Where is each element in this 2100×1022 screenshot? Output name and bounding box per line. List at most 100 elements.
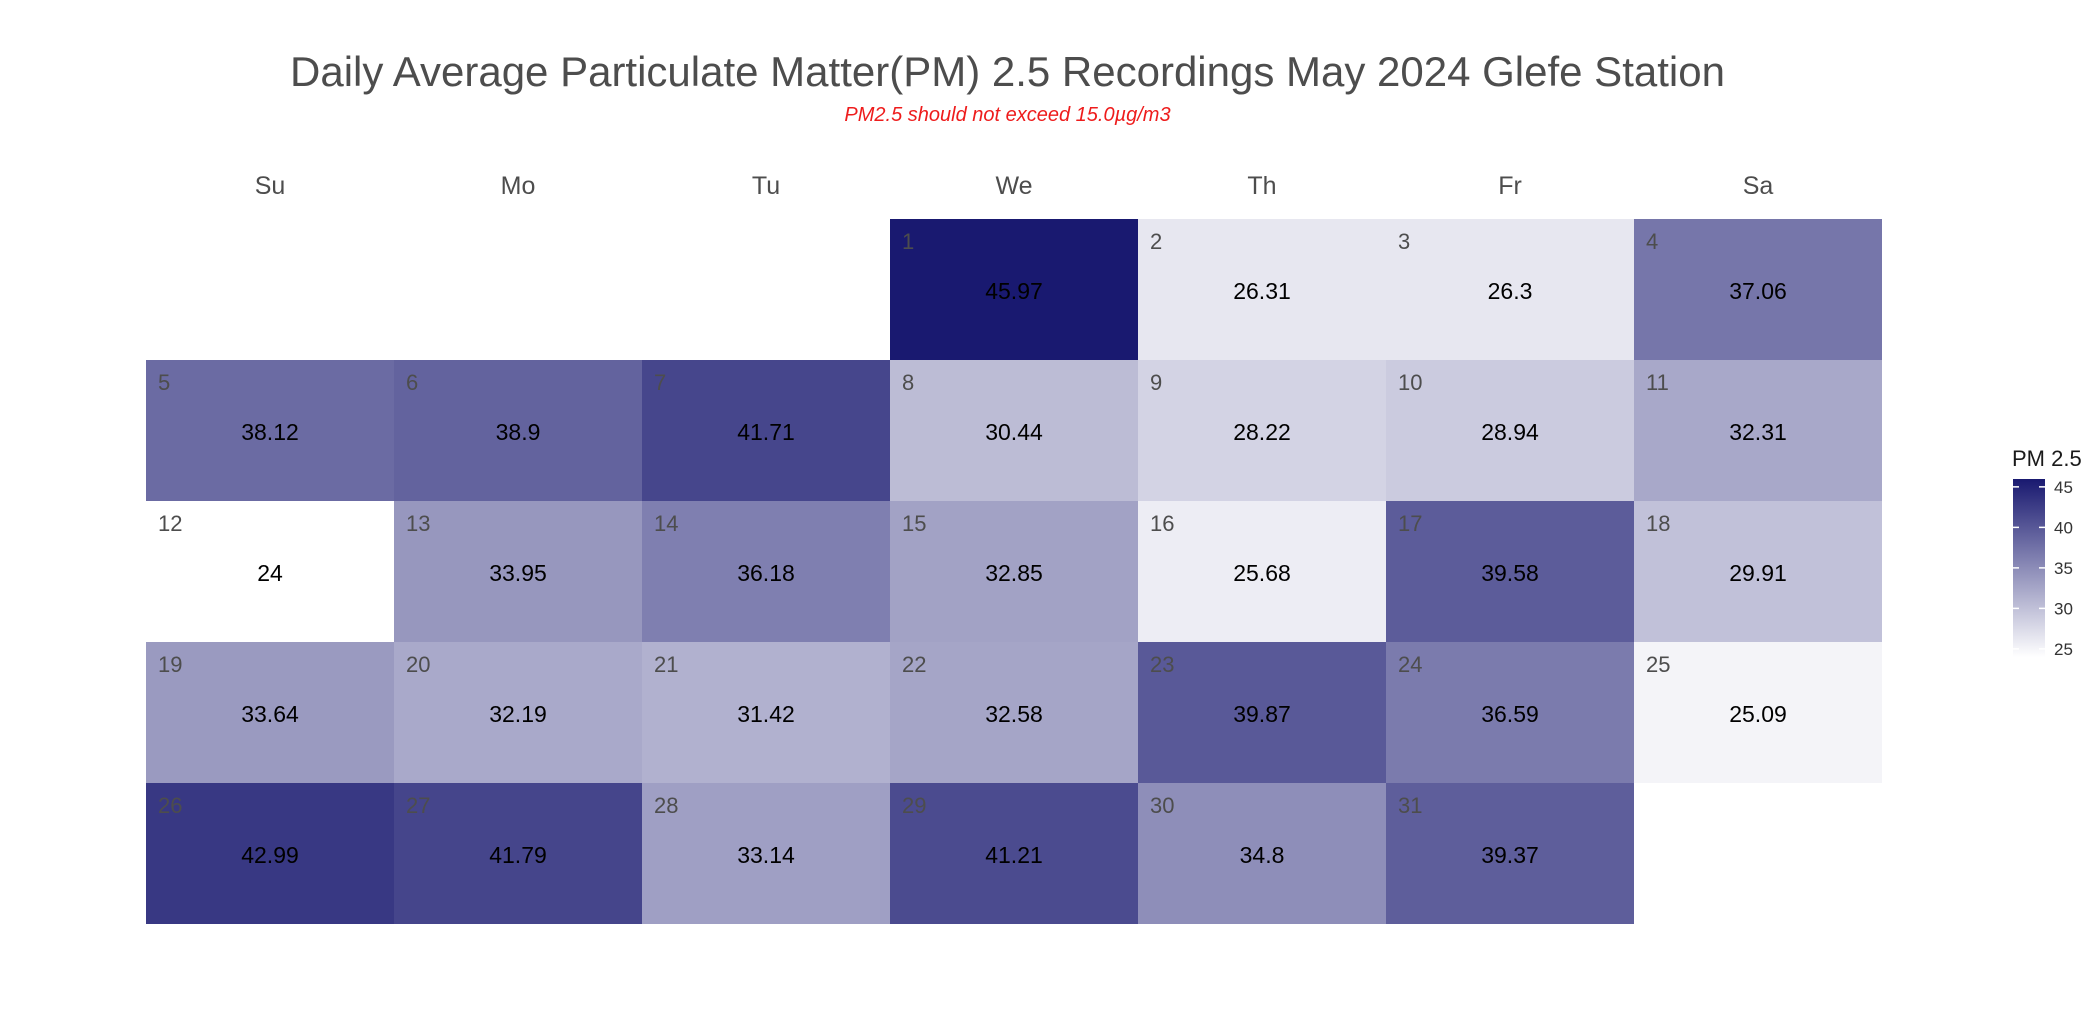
day-value: 26.3 bbox=[1488, 278, 1533, 304]
day-number: 31 bbox=[1398, 793, 1422, 818]
day-cell-fill bbox=[394, 360, 642, 501]
day-value: 33.95 bbox=[489, 560, 547, 586]
weekday-label-mo: Mo bbox=[501, 172, 536, 200]
day-value: 45.97 bbox=[985, 278, 1043, 304]
weekday-label-th: Th bbox=[1247, 172, 1276, 200]
day-cell-fill bbox=[146, 360, 394, 501]
day-cell: 13 33.95 bbox=[394, 501, 642, 642]
day-cell: 21 31.42 bbox=[642, 642, 890, 783]
day-value: 36.18 bbox=[737, 560, 795, 586]
weekday-label-tu: Tu bbox=[752, 172, 780, 200]
day-cell: 23 39.87 bbox=[1138, 642, 1386, 783]
day-value: 39.58 bbox=[1481, 560, 1539, 586]
day-cell-fill bbox=[394, 783, 642, 924]
day-cell: 29 41.21 bbox=[890, 783, 1138, 924]
day-cell: 638.9 bbox=[394, 360, 642, 501]
day-value: 29.91 bbox=[1729, 560, 1787, 586]
day-cell: 20 32.19 bbox=[394, 642, 642, 783]
day-value: 37.06 bbox=[1729, 278, 1787, 304]
day-cell: 28 33.14 bbox=[642, 783, 890, 924]
day-cell-fill bbox=[1634, 501, 1882, 642]
legend: PM 2.5 25 30 35 40 45 bbox=[2012, 446, 2082, 659]
day-cell-fill bbox=[890, 360, 1138, 501]
day-number: 16 bbox=[1150, 511, 1174, 536]
day-value: 26.31 bbox=[1233, 278, 1291, 304]
day-number: 3 bbox=[1398, 229, 1410, 254]
legend-tick-label: 35 bbox=[2054, 559, 2073, 578]
day-cell-fill bbox=[394, 501, 642, 642]
day-cell: 18 29.91 bbox=[1634, 501, 1882, 642]
legend-tick-label: 45 bbox=[2054, 478, 2073, 497]
day-cell: 31 39.37 bbox=[1386, 783, 1634, 924]
day-cell-fill bbox=[1138, 219, 1386, 360]
day-cell-fill bbox=[1138, 360, 1386, 501]
chart-title: Daily Average Particulate Matter(PM) 2.5… bbox=[290, 48, 1725, 95]
day-number: 4 bbox=[1646, 229, 1658, 254]
day-cell-fill bbox=[890, 501, 1138, 642]
legend-ticks: 25 30 35 40 45 bbox=[2013, 478, 2073, 659]
day-value: 33.64 bbox=[241, 701, 299, 727]
day-cell: 19 33.64 bbox=[146, 642, 394, 783]
day-number: 28 bbox=[654, 793, 678, 818]
day-number: 21 bbox=[654, 652, 678, 677]
day-cell: 25 25.09 bbox=[1634, 642, 1882, 783]
day-cell-fill bbox=[146, 783, 394, 924]
day-number: 2 bbox=[1150, 229, 1162, 254]
day-cell-fill bbox=[1634, 219, 1882, 360]
day-value: 32.58 bbox=[985, 701, 1043, 727]
day-number: 19 bbox=[158, 652, 182, 677]
day-cell-fill bbox=[1138, 642, 1386, 783]
day-cell-fill bbox=[1386, 783, 1634, 924]
day-number: 20 bbox=[406, 652, 430, 677]
day-cell: 11 32.31 bbox=[1634, 360, 1882, 501]
day-number: 15 bbox=[902, 511, 926, 536]
day-cell-fill bbox=[1138, 501, 1386, 642]
day-cell-fill bbox=[890, 642, 1138, 783]
day-value: 25.68 bbox=[1233, 560, 1291, 586]
day-value: 32.19 bbox=[489, 701, 547, 727]
day-number: 5 bbox=[158, 370, 170, 395]
legend-title: PM 2.5 bbox=[2012, 446, 2082, 471]
chart-subtitle: PM2.5 should not exceed 15.0µg/m3 bbox=[844, 104, 1171, 126]
day-cell-fill bbox=[1634, 642, 1882, 783]
day-value: 39.87 bbox=[1233, 701, 1291, 727]
day-value: 34.8 bbox=[1240, 842, 1285, 868]
day-value: 41.21 bbox=[985, 842, 1043, 868]
day-number: 1 bbox=[902, 229, 914, 254]
day-number: 18 bbox=[1646, 511, 1670, 536]
day-cell: 27 41.79 bbox=[394, 783, 642, 924]
legend-tick-label: 25 bbox=[2054, 640, 2073, 659]
day-number: 10 bbox=[1398, 370, 1422, 395]
day-cell: 830.44 bbox=[890, 360, 1138, 501]
weekday-label-fr: Fr bbox=[1498, 172, 1522, 200]
day-cell: 14 36.18 bbox=[642, 501, 890, 642]
day-value: 28.22 bbox=[1233, 419, 1291, 445]
day-number: 24 bbox=[1398, 652, 1422, 677]
day-cell-fill bbox=[1634, 360, 1882, 501]
day-number: 25 bbox=[1646, 652, 1670, 677]
day-cell-fill bbox=[890, 219, 1138, 360]
day-cell-fill bbox=[394, 642, 642, 783]
day-cell-fill bbox=[642, 360, 890, 501]
day-value: 31.42 bbox=[737, 701, 795, 727]
day-number: 30 bbox=[1150, 793, 1174, 818]
day-cell-fill bbox=[642, 501, 890, 642]
day-cell-fill bbox=[1386, 360, 1634, 501]
day-value: 38.9 bbox=[496, 419, 541, 445]
day-value: 41.71 bbox=[737, 419, 795, 445]
day-number: 23 bbox=[1150, 652, 1174, 677]
day-number: 7 bbox=[654, 370, 666, 395]
day-cell: 326.3 bbox=[1386, 219, 1634, 360]
day-cell: 15 32.85 bbox=[890, 501, 1138, 642]
day-cell: 10 28.94 bbox=[1386, 360, 1634, 501]
day-cell-fill bbox=[1138, 783, 1386, 924]
legend-tick-label: 40 bbox=[2054, 518, 2073, 537]
day-cell-fill bbox=[1386, 219, 1634, 360]
day-cell: 741.71 bbox=[642, 360, 890, 501]
day-cell: 12 24 bbox=[146, 501, 394, 642]
weekday-label-su: Su bbox=[255, 172, 286, 200]
day-cell: 538.12 bbox=[146, 360, 394, 501]
day-cell-fill bbox=[890, 783, 1138, 924]
day-cell: 17 39.58 bbox=[1386, 501, 1634, 642]
